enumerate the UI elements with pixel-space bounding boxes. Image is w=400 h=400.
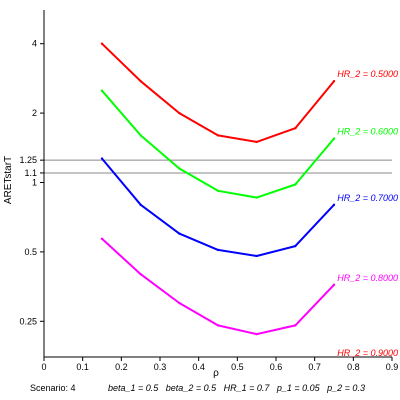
y-axis-ticks: 0.25 0.5 11.1 1.25 2 4 <box>19 39 44 326</box>
x-tick-label: 0.8 <box>347 362 360 372</box>
data-point <box>178 232 181 235</box>
data-point <box>100 237 104 240</box>
data-point <box>100 89 104 92</box>
x-tick-label: 0.7 <box>308 362 321 372</box>
series-layer <box>100 42 336 336</box>
y-tick-label: 1.25 <box>19 155 37 165</box>
data-point <box>216 189 220 193</box>
extra-series-label-0: HR_2 = 0.9000 <box>337 348 398 358</box>
series-label-1: HR_2 = 0.6000 <box>337 127 398 137</box>
data-point <box>139 273 142 276</box>
x-axis-title: ρ <box>213 368 219 379</box>
data-point <box>100 157 104 160</box>
y-axis-title: ARETstarT <box>3 156 14 204</box>
series-labels: HR_2 = 0.5000 HR_2 = 0.6000 HR_2 = 0.7000 H… <box>337 69 398 358</box>
y-tick-label: 1 <box>32 177 37 187</box>
caption-parameters: beta_1 = 0.5 beta_2 = 0.5 HR_1 = 0.7 p_1… <box>108 383 365 393</box>
x-tick-label: 0.2 <box>115 362 128 372</box>
x-axis-ticks: 0 0.1 0.2 0.3 0.4 0.5 0.6 0.7 0.8 0.9 <box>41 357 398 372</box>
data-point <box>178 301 181 305</box>
x-tick-label: 0.4 <box>192 362 205 372</box>
data-point <box>216 248 220 252</box>
series-label-3: HR_2 = 0.8000 <box>337 273 398 283</box>
data-point <box>255 332 258 336</box>
y-tick-label: 2 <box>32 108 37 118</box>
data-point <box>216 324 220 327</box>
data-point <box>139 203 142 207</box>
y-tick-label: 1.1 <box>24 168 37 178</box>
data-point <box>139 134 142 137</box>
data-point <box>332 80 336 83</box>
caption-scenario: Scenario: 4 <box>30 383 76 393</box>
data-point <box>216 134 220 137</box>
x-tick-label: 0.1 <box>76 362 89 372</box>
data-point <box>178 111 181 115</box>
data-point <box>100 42 104 45</box>
data-point <box>255 140 258 144</box>
x-tick-label: 0.5 <box>231 362 244 372</box>
x-tick-label: 0.6 <box>270 362 283 372</box>
data-point <box>294 183 297 186</box>
data-point <box>139 80 142 83</box>
y-tick-label: 0.25 <box>19 316 37 326</box>
data-point <box>255 196 258 199</box>
data-point <box>255 254 258 258</box>
series-label-2: HR_2 = 0.7000 <box>337 193 398 203</box>
series-label-0: HR_2 = 0.5000 <box>337 69 398 79</box>
data-point <box>294 244 297 248</box>
data-point <box>294 126 297 130</box>
x-tick-label: 0 <box>41 362 46 372</box>
data-point <box>332 283 336 286</box>
data-point <box>178 167 181 170</box>
x-tick-label: 0.9 <box>386 362 399 372</box>
data-point <box>294 324 297 327</box>
axes <box>43 10 392 358</box>
x-tick-label: 0.3 <box>154 362 167 372</box>
y-tick-label: 4 <box>32 39 37 49</box>
data-point <box>332 203 336 207</box>
data-point <box>332 137 336 140</box>
y-tick-label: 0.5 <box>24 247 37 257</box>
